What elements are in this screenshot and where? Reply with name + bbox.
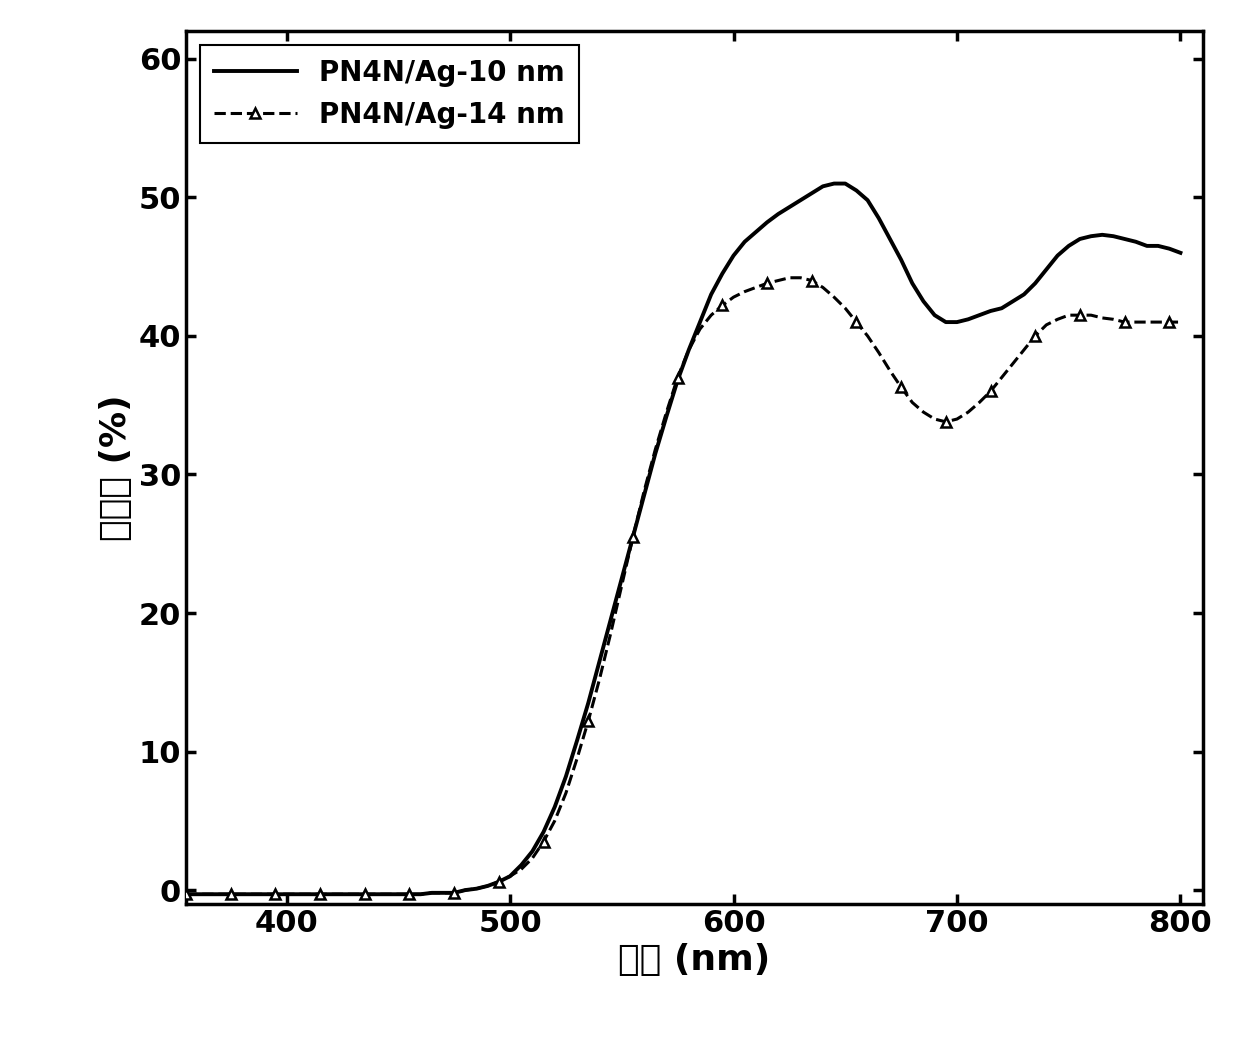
- PN4N/Ag-14 nm: [1140, 316, 1154, 328]
- PN4N/Ag-14 nm: [312, 888, 327, 901]
- PN4N/Ag-14 nm: [1173, 316, 1188, 328]
- Line: PN4N/Ag-14 nm: PN4N/Ag-14 nm: [181, 273, 1185, 899]
- PN4N/Ag-10 nm: [1140, 240, 1154, 252]
- PN4N/Ag-10 nm: [179, 888, 193, 901]
- PN4N/Ag-14 nm: [1039, 319, 1054, 331]
- PN4N/Ag-14 nm: [1017, 344, 1032, 356]
- PN4N/Ag-14 nm: [179, 888, 193, 901]
- PN4N/Ag-10 nm: [827, 178, 842, 190]
- PN4N/Ag-14 nm: [883, 365, 898, 377]
- X-axis label: 波长 (nm): 波长 (nm): [619, 943, 770, 978]
- Line: PN4N/Ag-10 nm: PN4N/Ag-10 nm: [186, 184, 1180, 895]
- PN4N/Ag-10 nm: [480, 880, 495, 893]
- Y-axis label: 透光率 (%): 透光率 (%): [99, 394, 133, 541]
- PN4N/Ag-10 nm: [1173, 246, 1188, 259]
- PN4N/Ag-10 nm: [883, 233, 898, 245]
- Legend: PN4N/Ag-10 nm, PN4N/Ag-14 nm: PN4N/Ag-10 nm, PN4N/Ag-14 nm: [200, 45, 579, 142]
- PN4N/Ag-10 nm: [312, 888, 327, 901]
- PN4N/Ag-10 nm: [1039, 263, 1054, 275]
- PN4N/Ag-10 nm: [1017, 288, 1032, 300]
- PN4N/Ag-14 nm: [480, 880, 495, 893]
- PN4N/Ag-14 nm: [782, 271, 797, 284]
